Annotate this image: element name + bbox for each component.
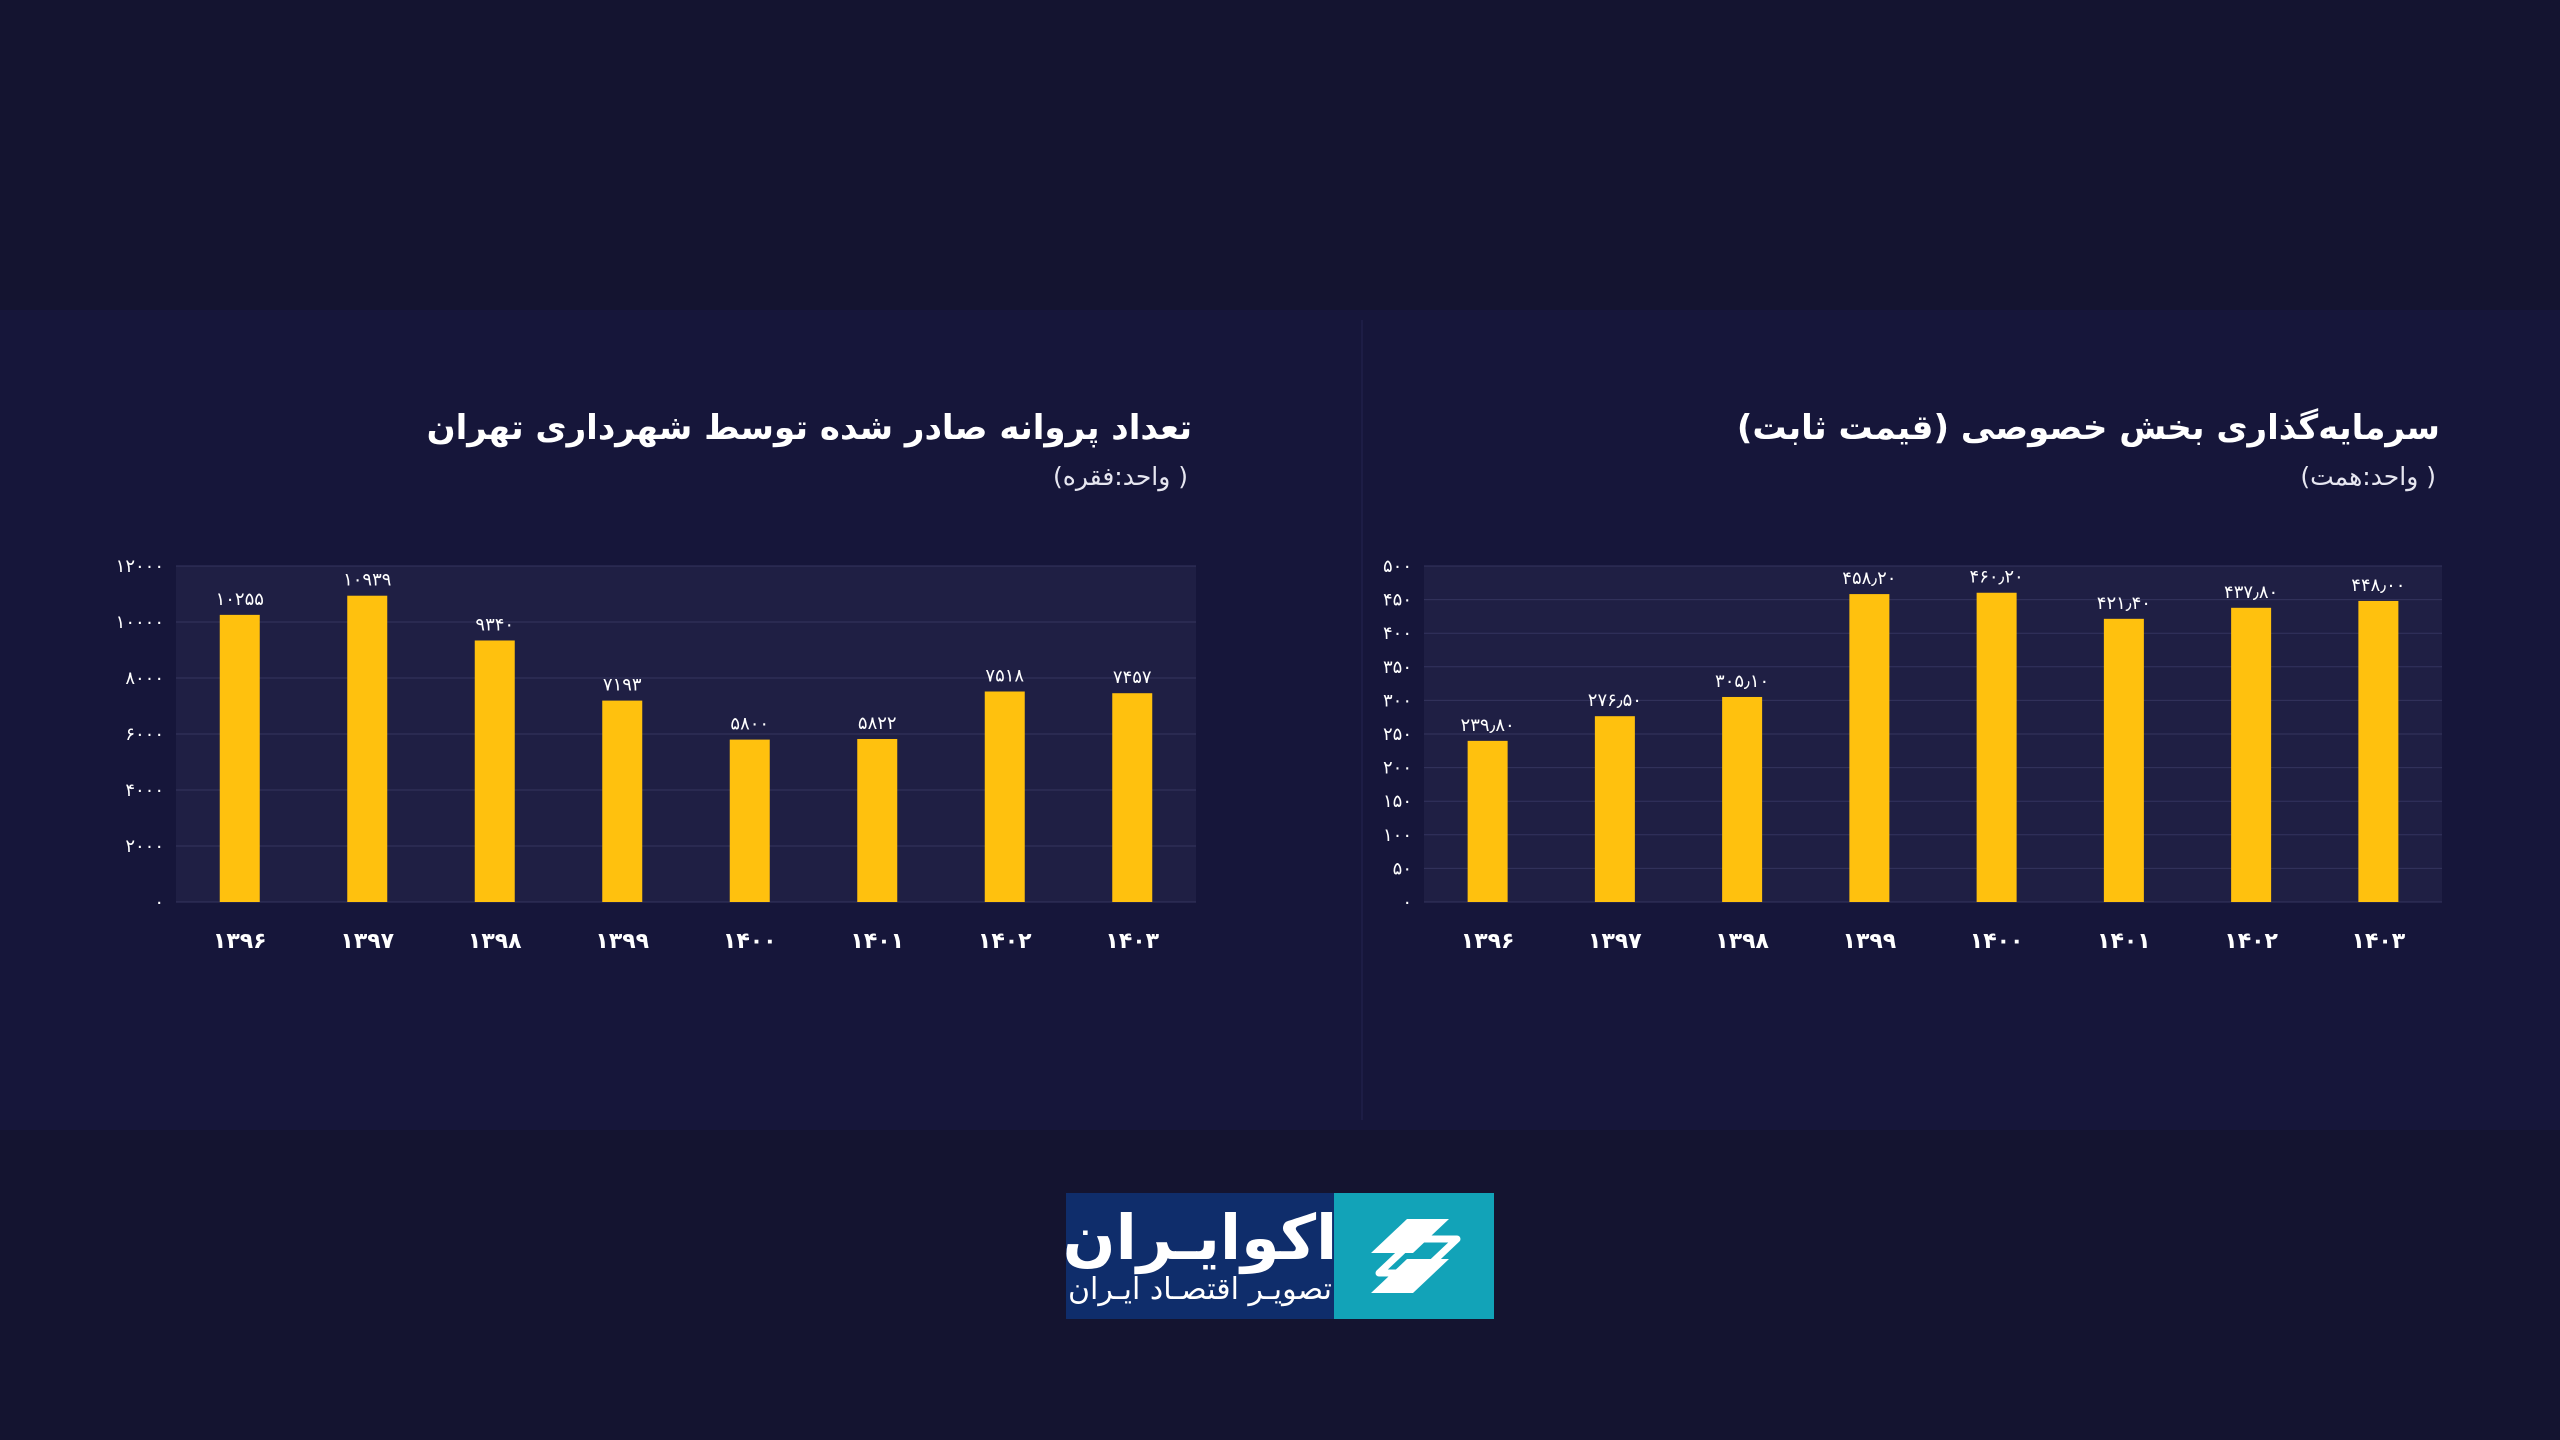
x-tick-label: ۱۳۹۷	[1588, 929, 1642, 954]
y-tick-label: ۱۰۰	[1383, 825, 1412, 846]
bar	[1976, 592, 2017, 902]
bar	[729, 739, 770, 902]
y-tick-label: ۲۰۰۰	[125, 836, 164, 857]
bar-value-label: ۵۸۰۰	[730, 714, 769, 735]
y-tick-label: ۵۰	[1393, 858, 1412, 879]
y-tick-label: ۲۵۰	[1383, 724, 1412, 745]
permits-chart-title: تعداد پروانه صادر شده توسط شهرداری تهران	[426, 408, 1192, 448]
x-tick-label: ۱۴۰۱	[850, 929, 904, 954]
x-tick-label: ۱۴۰۳	[2352, 929, 2406, 954]
x-tick-label: ۱۴۰۱	[2097, 929, 2151, 954]
investment-chart-title: سرمایه‌گذاری بخش خصوصی (قیمت ثابت)	[1736, 408, 2440, 448]
bar-value-label: ۷۴۵۷	[1113, 667, 1152, 688]
x-tick-label: ۱۴۰۳	[1105, 929, 1159, 954]
bar	[1594, 716, 1635, 902]
y-tick-label: ۶۰۰۰	[125, 724, 164, 745]
y-tick-label: ۴۵۰	[1383, 590, 1412, 611]
bar-value-label: ۵۸۲۲	[858, 713, 897, 734]
permits-chart-panel: تعداد پروانه صادر شده توسط شهرداری تهران…	[0, 310, 1360, 1130]
bar-value-label: ۴۳۷٫۸۰	[2224, 582, 2278, 603]
y-tick-label: ۴۰۰۰	[125, 780, 164, 801]
bar-value-label: ۱۰۲۵۵	[216, 589, 264, 610]
bar	[2358, 600, 2399, 902]
bar	[2231, 607, 2272, 902]
x-tick-label: ۱۳۹۹	[595, 929, 649, 954]
bar-value-label: ۷۵۱۸	[985, 665, 1024, 686]
bar	[602, 700, 643, 902]
x-tick-label: ۱۳۹۸	[468, 929, 522, 954]
bar	[857, 738, 898, 902]
bar-value-label: ۱۰۹۳۹	[343, 570, 391, 591]
bar-value-label: ۴۵۸٫۲۰	[1842, 568, 1896, 589]
bar	[474, 640, 515, 902]
bar-value-label: ۲۷۶٫۵۰	[1588, 690, 1642, 711]
x-tick-label: ۱۴۰۰	[723, 929, 777, 954]
bar	[1112, 693, 1153, 902]
bar	[1722, 696, 1763, 902]
y-tick-label: ۰	[1402, 892, 1412, 913]
bar-value-label: ۲۳۹٫۸۰	[1461, 715, 1515, 736]
logo-text-block: اکوایـران تصویـر اقتصـاد ایـران	[1063, 1193, 1337, 1319]
bar-value-label: ۴۲۱٫۴۰	[2097, 593, 2151, 614]
y-tick-label: ۱۵۰	[1383, 791, 1412, 812]
bar-value-label: ۹۳۴۰	[475, 614, 514, 635]
logo-tagline: تصویـر اقتصـاد ایـران	[1067, 1272, 1333, 1308]
y-tick-label: ۳۰۰	[1383, 690, 1412, 711]
x-tick-label: ۱۳۹۷	[340, 929, 394, 954]
permits-chart-unit: ( واحد:فقره)	[1053, 462, 1188, 491]
y-tick-label: ۳۵۰	[1383, 657, 1412, 678]
x-tick-label: ۱۴۰۲	[978, 929, 1032, 954]
panel-divider	[1361, 320, 1363, 1120]
bar-value-label: ۷۱۹۳	[603, 675, 642, 696]
bar-value-label: ۳۰۵٫۱۰	[1715, 671, 1769, 692]
y-tick-label: ۱۲۰۰۰	[116, 556, 164, 577]
bar	[219, 614, 260, 902]
y-tick-label: ۱۰۰۰۰	[116, 612, 164, 633]
logo-name: اکوایـران	[1062, 1200, 1338, 1274]
x-tick-label: ۱۳۹۶	[213, 929, 267, 954]
investment-bar-chart: ۰ ۵۰ ۱۰۰ ۱۵۰ ۲۰۰ ۲۵۰ ۳۰۰ ۳۵۰ ۴۰۰ ۴۵۰ ۵۰۰ ۲۳۹٫۸۰ ۱۳۹۶…	[1383, 556, 2442, 954]
x-tick-label: ۱۳۹۶	[1461, 929, 1515, 954]
x-tick-label: ۱۴۰۰	[1970, 929, 2024, 954]
bar	[1467, 740, 1508, 902]
y-tick-label: ۲۰۰	[1383, 758, 1412, 779]
y-tick-label: ۸۰۰۰	[125, 668, 164, 689]
bar	[2103, 618, 2144, 902]
bar	[347, 595, 388, 902]
y-tick-label: ۰	[154, 892, 164, 913]
investment-chart-unit: ( واحد:همت)	[2300, 462, 2436, 491]
logo-mark-icon	[1334, 1193, 1494, 1319]
y-tick-label: ۵۰۰	[1383, 556, 1412, 577]
x-tick-label: ۱۳۹۹	[1843, 929, 1897, 954]
permits-bar-chart: ۰ ۲۰۰۰ ۴۰۰۰ ۶۰۰۰ ۸۰۰۰ ۱۰۰۰۰ ۱۲۰۰۰ ۱۰۲۵۵ ۱۳۹۶ ۱۰۹۳…	[116, 556, 1196, 954]
bar-value-label: ۴۶۰٫۲۰	[1970, 567, 2024, 588]
x-tick-label: ۱۳۹۸	[1715, 929, 1769, 954]
investment-chart-panel: سرمایه‌گذاری بخش خصوصی (قیمت ثابت) ( واح…	[1362, 310, 2560, 1130]
y-tick-label: ۴۰۰	[1383, 623, 1412, 644]
bar	[1849, 594, 1890, 902]
x-tick-label: ۱۴۰۲	[2224, 929, 2278, 954]
ecoiran-logo: اکوایـران تصویـر اقتصـاد ایـران	[1063, 1193, 1494, 1319]
bar	[984, 691, 1025, 902]
bar-value-label: ۴۴۸٫۰۰	[2351, 575, 2405, 596]
